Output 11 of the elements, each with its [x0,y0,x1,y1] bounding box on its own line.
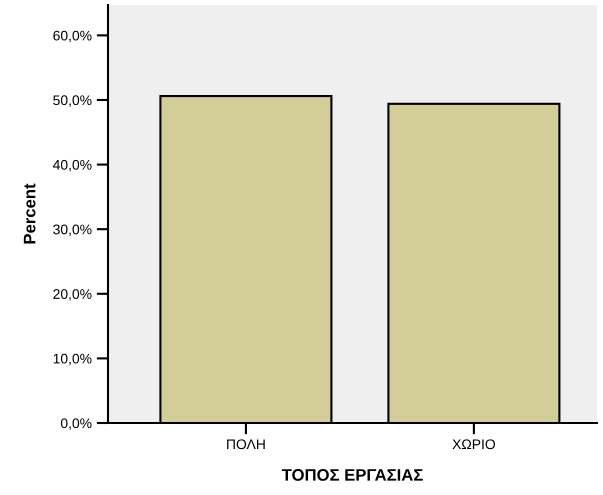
x-tick-label: ΧΩΡΙΟ [452,439,496,450]
y-tick-label: 10,0% [54,354,92,366]
y-tick-label: 30,0% [53,224,92,236]
y-axis-title: Percent [24,184,36,244]
y-tick-label: 0,0% [60,418,92,430]
y-tick-label: 40,0% [52,160,92,172]
x-tick-label: ΠΟΛΗ [227,439,265,450]
y-tick-label: 20,0% [53,289,92,301]
x-axis-title: ΤΟΠΟΣ ΕΡΓΑΣΙΑΣ [282,469,423,481]
y-tick-label: 50,0% [53,95,92,107]
y-tick-label: 60,0% [53,30,92,42]
